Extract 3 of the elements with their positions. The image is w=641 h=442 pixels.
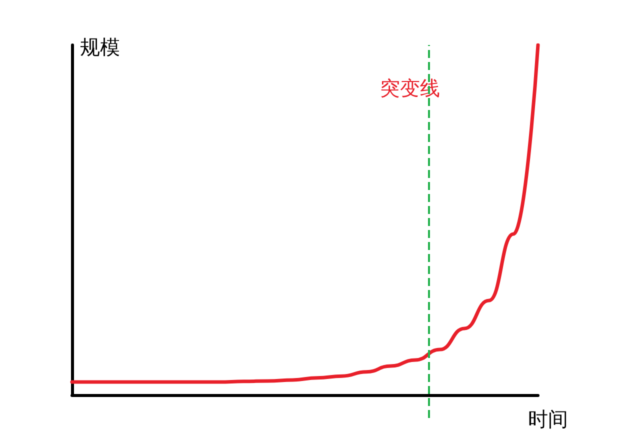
x-axis-title: 时间	[528, 407, 568, 431]
y-axis-title: 规模	[80, 35, 120, 59]
annotation: 突变线	[380, 76, 440, 100]
